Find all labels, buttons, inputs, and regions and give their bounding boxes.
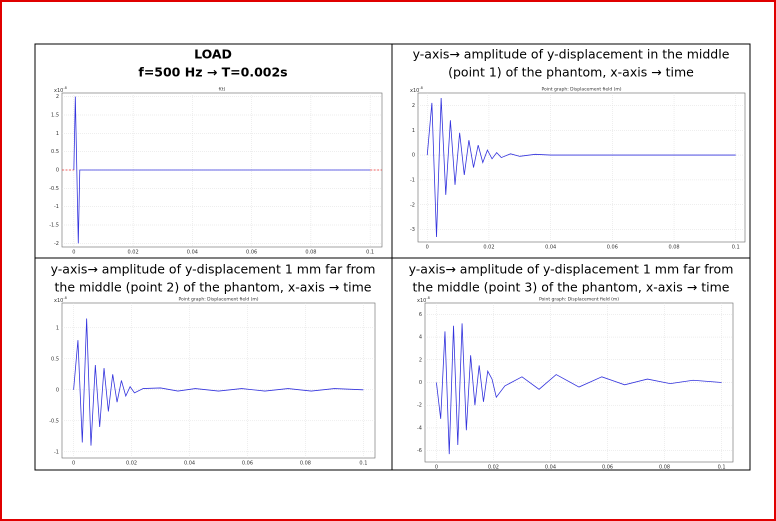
- y-tick-label: 2: [412, 103, 415, 109]
- y-scale-base: x10: [410, 88, 419, 94]
- x-tick-label: 0: [435, 465, 438, 471]
- y-tick-label: -1: [54, 449, 59, 455]
- data-line: [73, 318, 364, 446]
- y-tick-label: -1: [54, 204, 59, 210]
- x-tick-label: 0: [72, 461, 75, 467]
- x-tick-label: 0.1: [359, 461, 367, 467]
- x-tick-label: 0.04: [184, 461, 195, 467]
- y-tick-label: -1: [410, 177, 415, 183]
- y-tick-label: -2: [417, 403, 422, 409]
- y-tick-label: 0: [56, 387, 59, 393]
- x-tick-label: 0.1: [718, 465, 726, 471]
- plot-area: [61, 302, 376, 459]
- x-tick-label: 0: [72, 250, 75, 256]
- y-tick-label: 1: [56, 131, 59, 137]
- y-tick-label: -2: [54, 241, 59, 247]
- x-tick-label: 0.06: [242, 461, 253, 467]
- x-tick-label: 0.08: [300, 461, 311, 467]
- x-tick-label: 0.02: [488, 465, 499, 471]
- y-tick-label: -0.5: [49, 186, 59, 192]
- cell-caption: the middle (point 2) of the phantom, x-a…: [55, 280, 372, 295]
- data-line: [436, 323, 722, 455]
- x-tick-label: 0.08: [305, 250, 316, 256]
- y-scale-exponent: -8: [63, 296, 67, 300]
- x-tick-label: 0.04: [545, 465, 556, 471]
- x-tick-label: 0: [426, 245, 429, 251]
- y-tick-label: 1.5: [51, 113, 59, 119]
- chart-title: Point graph: Displacement field (m): [541, 87, 621, 93]
- cell-caption: LOAD: [194, 47, 232, 62]
- y-tick-label: 0: [56, 168, 59, 174]
- y-tick-label: 0.5: [51, 149, 59, 155]
- y-scale-exponent: -8: [419, 86, 423, 90]
- x-tick-label: 0.08: [659, 465, 670, 471]
- cell-caption: f=500 Hz → T=0.002s: [138, 65, 287, 80]
- y-scale-label: x10-8: [54, 296, 67, 304]
- y-tick-label: 0: [412, 153, 415, 159]
- y-scale-label: x10-8: [410, 86, 423, 94]
- y-tick-label: 2: [56, 94, 59, 100]
- x-tick-label: 0.08: [668, 245, 679, 251]
- x-tick-label: 0.06: [246, 250, 257, 256]
- y-tick-label: -3: [410, 227, 415, 233]
- chart-title: Point graph: Displacement field (m): [539, 297, 619, 303]
- y-scale-exponent: -8: [63, 86, 67, 90]
- data-line: [426, 97, 736, 238]
- y-scale-base: x10: [54, 88, 63, 94]
- y-scale-exponent: -8: [426, 296, 430, 300]
- y-tick-label: 1: [56, 325, 59, 331]
- y-tick-label: -4: [417, 425, 422, 431]
- cell-caption: (point 1) of the phantom, x-axis → time: [448, 65, 694, 80]
- chart-title: f(t): [219, 87, 226, 93]
- y-tick-label: -6: [417, 448, 422, 454]
- y-scale-label: x10-8: [417, 296, 430, 304]
- x-tick-label: 0.02: [483, 245, 494, 251]
- x-tick-label: 0.06: [602, 465, 613, 471]
- data-line: [73, 96, 371, 244]
- y-tick-label: 4: [419, 335, 422, 341]
- x-tick-label: 0.02: [128, 250, 139, 256]
- y-tick-label: -0.5: [49, 418, 59, 424]
- plot-area: [417, 92, 746, 243]
- cell-caption: y-axis→ amplitude of y-displacement 1 mm…: [51, 262, 376, 277]
- x-tick-label: 0.04: [545, 245, 556, 251]
- x-tick-label: 0.04: [187, 250, 198, 256]
- y-scale-base: x10: [417, 298, 426, 304]
- y-scale-base: x10: [54, 298, 63, 304]
- cell-caption: y-axis→ amplitude of y-displacement 1 mm…: [409, 262, 734, 277]
- x-tick-label: 0.1: [366, 250, 374, 256]
- x-tick-label: 0.1: [732, 245, 740, 251]
- y-tick-label: 1: [412, 128, 415, 134]
- y-tick-label: 6: [419, 312, 422, 318]
- x-tick-label: 0.06: [607, 245, 618, 251]
- y-tick-label: -1.5: [49, 223, 59, 229]
- y-tick-label: 2: [419, 357, 422, 363]
- chart-title: Point graph: Displacement field (m): [178, 297, 258, 303]
- y-scale-label: x10-8: [54, 86, 67, 94]
- y-tick-label: 0.5: [51, 356, 59, 362]
- cell-caption: y-axis→ amplitude of y-displacement in t…: [413, 47, 730, 62]
- x-tick-label: 0.02: [126, 461, 137, 467]
- y-tick-label: -2: [410, 202, 415, 208]
- y-tick-label: 0: [419, 380, 422, 386]
- cell-caption: the middle (point 3) of the phantom, x-a…: [413, 280, 730, 295]
